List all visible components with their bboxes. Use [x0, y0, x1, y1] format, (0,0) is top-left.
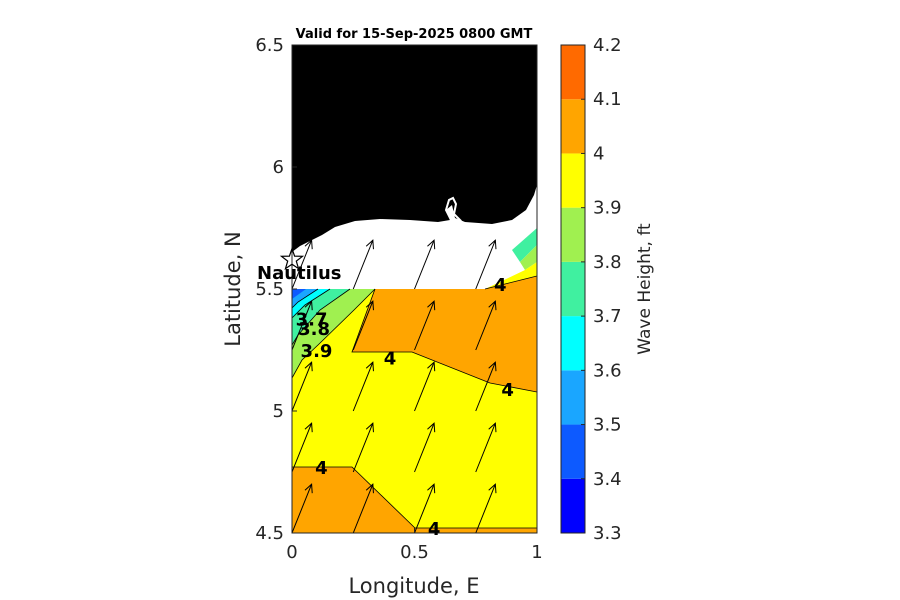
x-tick-label: 0.5: [400, 542, 429, 563]
plot-area: [292, 45, 537, 533]
colorbar-tick-label: 4.2: [593, 35, 622, 56]
colorbar-tick-label: 3.6: [593, 360, 622, 381]
wind-vector: [475, 300, 497, 351]
contour-line-3.8: [292, 288, 351, 346]
colorbar-tick-label: 3.8: [593, 252, 622, 273]
colorbar-tick-label: 3.7: [593, 306, 622, 327]
wind-vector: [292, 300, 313, 351]
contour-label: 4: [501, 380, 514, 401]
colorbar-tick-label: 3.9: [593, 198, 622, 219]
y-tick-label: 4.5: [255, 523, 284, 544]
contour-label: 4: [315, 458, 328, 479]
y-tick-label: 6.5: [255, 35, 284, 56]
wind-vector: [352, 239, 374, 290]
contour-line-4-coast: [484, 275, 537, 290]
y-tick-label: 5: [273, 401, 284, 422]
station-label: Nautilus: [257, 263, 342, 284]
wind-vector: [352, 483, 374, 533]
wind-vector: [414, 239, 436, 290]
wind-vector: [414, 361, 436, 412]
colorbar-segment: [561, 316, 585, 371]
contour-label: 3.7: [296, 309, 328, 330]
colorbar-segment: [561, 99, 585, 154]
wind-vector: [475, 422, 497, 473]
x-tick-label: 1: [531, 542, 542, 563]
y-axis-ticks: 4.5 5 5.5 6 6.5: [255, 35, 297, 544]
wind-vector: [414, 300, 436, 351]
colorbar: 3.3 3.4 3.5 3.6 3.7 3.8 3.9 4 4.1 4.2: [560, 35, 622, 544]
contour-fill-coast-teal: [512, 228, 537, 262]
colorbar-tick-label: 4.1: [593, 89, 622, 110]
wind-vectors: [292, 239, 497, 533]
wind-vector: [352, 422, 374, 473]
contour-fill-4.0-4.1-south: [292, 467, 537, 533]
contour-label: 4: [494, 275, 507, 296]
colorbar-tick-label: 4: [593, 143, 604, 164]
colorbar-segment: [561, 478, 585, 533]
land-mass: [292, 45, 537, 252]
wind-vector: [352, 300, 374, 351]
colorbar-frame: [560, 44, 586, 534]
colorbar-tick-label: 3.5: [593, 415, 622, 436]
wind-vector: [475, 483, 497, 533]
colorbar-tick-label: 3.3: [593, 523, 622, 544]
contour-lines: [292, 275, 537, 529]
colorbar-segment: [561, 153, 585, 208]
contour-line-3.9: [292, 288, 376, 379]
wind-vector: [475, 239, 497, 290]
wind-vector: [414, 422, 436, 473]
y-axis-label: Latitude, N: [221, 231, 245, 347]
colorbar-segment: [561, 261, 585, 317]
contour-line-3.7: [292, 288, 331, 319]
peninsula-outline: [444, 196, 462, 224]
contour-line-4-south: [292, 466, 537, 529]
contour-label: 4: [428, 519, 441, 540]
contour-fill-coast-yellow: [485, 262, 537, 289]
y-tick-label: 5.5: [255, 279, 284, 300]
contour-label: 4: [384, 348, 397, 369]
contour-label: 3.9: [301, 341, 333, 362]
wind-vector: [292, 239, 313, 290]
x-axis-ticks: 0 0.5 1: [286, 528, 543, 563]
colorbar-segment: [561, 45, 585, 100]
wind-vector: [292, 483, 313, 533]
contour-fill-3.4-3.5: [292, 289, 306, 299]
contour-line-4: [351, 288, 537, 393]
y-tick-label: 6: [273, 157, 284, 178]
wind-vector: [414, 483, 436, 533]
wind-vector: [292, 361, 313, 412]
colorbar-segment: [561, 207, 585, 262]
contour-labels: 4 3.73.83.9 4 4 4 4: [296, 275, 514, 540]
x-tick-label: 0: [286, 542, 297, 563]
colorbar-tick-label: 3.4: [593, 469, 622, 490]
colorbar-label: Wave Height, ft: [635, 223, 655, 355]
wind-vector: [292, 422, 313, 473]
chart-title: Valid for 15-Sep-2025 0800 GMT: [296, 27, 533, 42]
contour-line-3.6: [292, 288, 319, 309]
wind-vector: [475, 361, 497, 412]
contour-label: 3.8: [298, 319, 330, 340]
station-star-icon: [279, 246, 305, 271]
x-axis-label: Longitude, E: [348, 574, 479, 598]
contour-fill-coast-green: [520, 245, 537, 270]
colorbar-segment: [561, 370, 585, 425]
colorbar-segment: [561, 424, 585, 479]
wind-vector: [352, 361, 374, 412]
station-marker: Nautilus: [257, 246, 342, 284]
